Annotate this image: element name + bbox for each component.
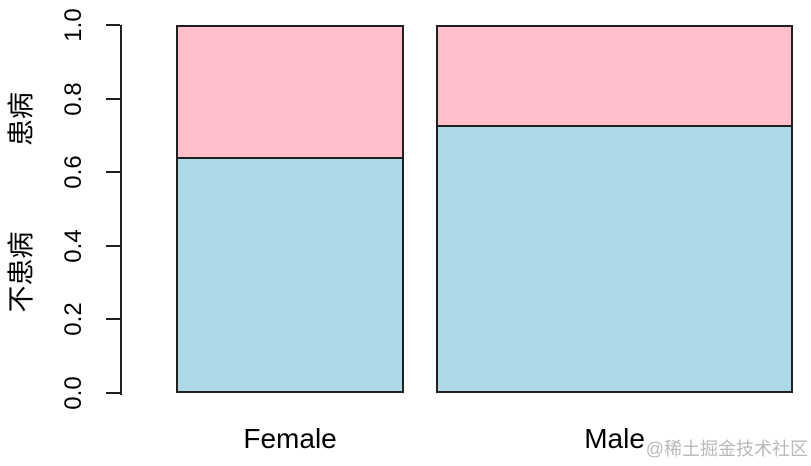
y-tick-mark bbox=[106, 318, 120, 321]
segment-不患病 bbox=[178, 157, 403, 391]
y-tick-label: 0.2 bbox=[60, 302, 87, 337]
y-tick-label: 0.8 bbox=[60, 81, 87, 116]
y-tick-label: 0.6 bbox=[60, 155, 87, 189]
y-tick-mark bbox=[106, 244, 120, 247]
y-tick-mark bbox=[106, 392, 120, 394]
watermark: @稀土掘金技术社区 bbox=[645, 439, 808, 459]
y-segment-label: 不患病 bbox=[6, 231, 37, 313]
bar-female bbox=[176, 25, 405, 393]
y-tick-mark bbox=[106, 97, 120, 100]
y-tick-label: 0.0 bbox=[60, 376, 87, 410]
x-label-male: Male bbox=[584, 423, 645, 454]
y-axis-line bbox=[120, 25, 122, 395]
segment-不患病 bbox=[438, 124, 791, 391]
y-tick-label: 0.4 bbox=[60, 229, 87, 263]
bar-male bbox=[436, 25, 793, 393]
x-label-female: Female bbox=[243, 423, 337, 454]
y-tick-mark bbox=[106, 24, 120, 26]
y-segment-label: 患病 bbox=[6, 91, 37, 146]
y-tick-label: 1.0 bbox=[60, 8, 87, 42]
segment-患病 bbox=[438, 27, 791, 125]
y-tick-mark bbox=[106, 171, 120, 174]
segment-患病 bbox=[178, 27, 403, 158]
